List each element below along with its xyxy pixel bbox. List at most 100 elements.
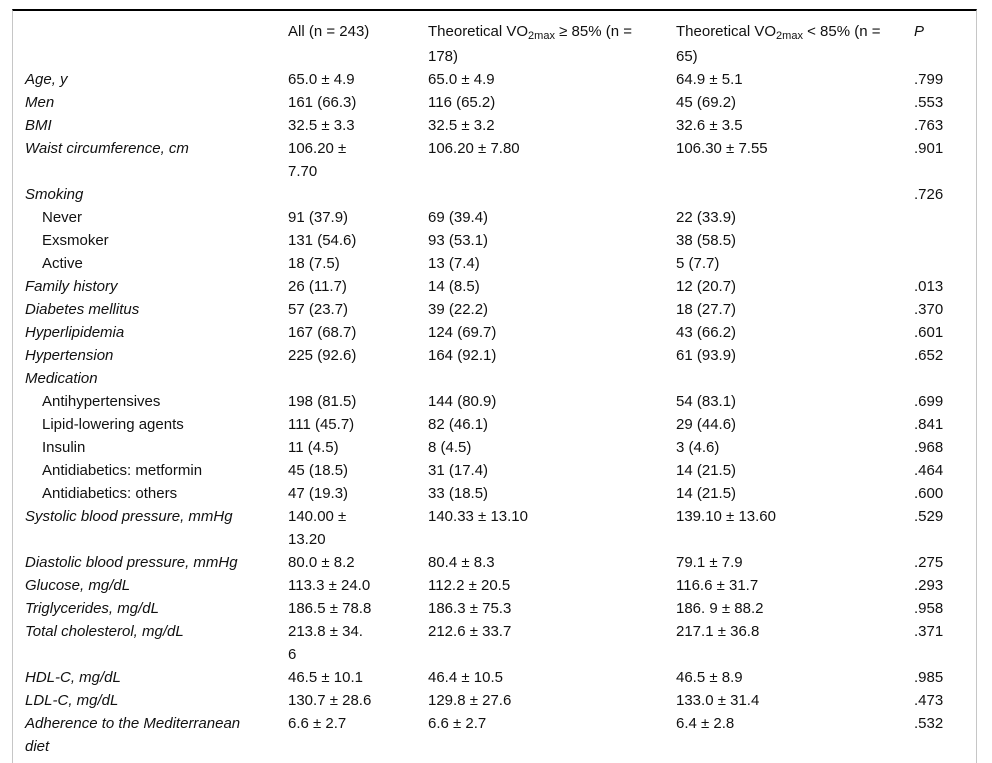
value-cell-ge85: 93 (53.1)	[428, 232, 489, 249]
table-row: Age, y 65.0 ± 4.9 65.0 ± 4.9 64.9 ± 5.1 …	[13, 68, 976, 91]
row-label-cell: Age, y	[25, 71, 68, 88]
value-cell-all	[288, 183, 428, 206]
value-cell-lt85: 46.5 ± 8.9	[676, 669, 743, 686]
value-cell-ge85: 82 (46.1)	[428, 416, 489, 433]
value-cell-all: 198 (81.5)	[288, 393, 357, 410]
clinical-characteristics-table: All (n = 243) Theoretical VO2max ≥ 85% (…	[13, 11, 976, 763]
row-label-cell: HDL-C, mg/dL	[25, 669, 121, 686]
clinical-characteristics-table-container: All (n = 243) Theoretical VO2max ≥ 85% (…	[12, 9, 977, 763]
table-row: Waist circumference, cm 106.20 ± 7.70 10…	[13, 137, 976, 183]
table-row: Active 18 (7.5) 13 (7.4) 5 (7.7)	[13, 252, 976, 275]
value-cell-ge85: 31 (17.4)	[428, 462, 489, 479]
value-cell-all: 47 (19.3)	[288, 485, 349, 502]
value-cell-ge85: 8 (4.5)	[428, 439, 472, 456]
value-cell-lt85: 106.30 ± 7.55	[676, 140, 768, 157]
value-cell-lt85: 116.6 ± 31.7	[676, 577, 759, 594]
header-lt85-line2: 65)	[676, 48, 698, 65]
header-ge85-text: Theoretical VO2max ≥ 85% (n =	[428, 23, 632, 42]
row-label-cell: Men	[25, 94, 55, 111]
row-label-cell: Glucose, mg/dL	[25, 577, 131, 594]
vo2max-subscript: 2max	[776, 30, 803, 42]
row-label-cell: Systolic blood pressure, mmHg	[25, 508, 233, 525]
row-label-cell: Lipid-lowering agents	[42, 416, 184, 433]
value-cell-all: 131 (54.6)	[288, 232, 357, 249]
value-cell-lt85: 54 (83.1)	[676, 393, 737, 410]
value-cell-all: 213.8 ± 34. 6	[288, 623, 363, 663]
value-cell-ge85: 69 (39.4)	[428, 209, 489, 226]
value-cell-ge85: 6.6 ± 2.7	[428, 715, 487, 732]
p-value-cell: .275	[914, 554, 944, 571]
value-cell-lt85: 45 (69.2)	[676, 94, 737, 111]
row-label-cell: Diastolic blood pressure, mmHg	[25, 554, 238, 571]
row-label-cell: Antidiabetics: metformin	[42, 462, 203, 479]
p-value-cell: .529	[914, 508, 944, 525]
value-cell-lt85: 18 (27.7)	[676, 301, 737, 318]
value-cell-all: 80.0 ± 8.2	[288, 554, 355, 571]
value-cell-all: 167 (68.7)	[288, 324, 357, 341]
header-lt85-text: Theoretical VO2max < 85% (n =	[676, 23, 881, 42]
table-row: Smoking .726	[13, 183, 976, 206]
value-cell-ge85: 212.6 ± 33.7	[428, 623, 512, 640]
value-cell-all: 26 (11.7)	[288, 278, 347, 295]
value-cell-ge85: 65.0 ± 4.9	[428, 71, 495, 88]
value-cell-all	[288, 367, 428, 390]
value-cell-ge85: 112.2 ± 20.5	[428, 577, 511, 594]
value-cell-all: 57 (23.7)	[288, 301, 349, 318]
value-cell-lt85: 61 (93.9)	[676, 347, 737, 364]
value-cell-lt85: 186. 9 ± 88.2	[676, 600, 764, 617]
p-value-cell: .532	[914, 715, 944, 732]
table-row: BMI 32.5 ± 3.3 32.5 ± 3.2 32.6 ± 3.5 .76…	[13, 114, 976, 137]
value-cell-lt85: 79.1 ± 7.9	[676, 554, 743, 571]
table-row: Family history 26 (11.7) 14 (8.5) 12 (20…	[13, 275, 976, 298]
row-label-cell: Adherence to the Mediterranean diet	[25, 715, 241, 755]
p-value-cell: .699	[914, 393, 944, 410]
table-row: Lipid-lowering agents 111 (45.7) 82 (46.…	[13, 413, 976, 436]
value-cell-lt85: 133.0 ± 31.4	[676, 692, 760, 709]
row-label-cell: Total cholesterol, mg/dL	[25, 623, 184, 640]
value-cell-all: 161 (66.3)	[288, 94, 357, 111]
table-row: Men 161 (66.3) 116 (65.2) 45 (69.2) .553	[13, 91, 976, 114]
table-row: LDL-C, mg/dL 130.7 ± 28.6 129.8 ± 27.6 1…	[13, 689, 976, 712]
value-cell-lt85: 14 (21.5)	[676, 485, 737, 502]
value-cell-lt85: 38 (58.5)	[676, 232, 737, 249]
table-row: Insulin 11 (4.5) 8 (4.5) 3 (4.6) .968	[13, 436, 976, 459]
value-cell-all: 11 (4.5)	[288, 439, 339, 456]
value-cell-lt85	[676, 183, 914, 206]
header-lt85-column: Theoretical VO2max < 85% (n = 65)	[676, 11, 914, 68]
value-cell-ge85: 116 (65.2)	[428, 94, 496, 111]
value-cell-lt85: 139.10 ± 13.60	[676, 508, 776, 525]
value-cell-all: 18 (7.5)	[288, 255, 340, 272]
header-label-column	[13, 11, 288, 68]
value-cell-lt85: 29 (44.6)	[676, 416, 737, 433]
row-label-cell: Diabetes mellitus	[25, 301, 140, 318]
row-label-cell: Insulin	[42, 439, 86, 456]
header-all-column: All (n = 243)	[288, 23, 370, 40]
table-row: Adherence to the Mediterranean diet 6.6 …	[13, 712, 976, 763]
p-value-cell: .968	[914, 439, 944, 456]
value-cell-ge85: 124 (69.7)	[428, 324, 497, 341]
value-cell-all: 46.5 ± 10.1	[288, 669, 363, 686]
header-ge85-line2: 178)	[428, 48, 459, 65]
row-label-cell: Waist circumference, cm	[25, 140, 189, 157]
p-value-cell: .901	[914, 140, 944, 157]
value-cell-ge85: 129.8 ± 27.6	[428, 692, 512, 709]
table-row: HDL-C, mg/dL 46.5 ± 10.1 46.4 ± 10.5 46.…	[13, 666, 976, 689]
p-value-cell: .371	[914, 623, 944, 640]
p-value-cell: .958	[914, 600, 944, 617]
value-cell-lt85: 43 (66.2)	[676, 324, 737, 341]
value-cell-lt85: 217.1 ± 36.8	[676, 623, 760, 640]
value-cell-ge85: 46.4 ± 10.5	[428, 669, 503, 686]
value-cell-lt85: 32.6 ± 3.5	[676, 117, 743, 134]
vo2max-subscript: 2max	[528, 30, 555, 42]
table-row: Antidiabetics: metformin 45 (18.5) 31 (1…	[13, 459, 976, 482]
value-cell-lt85	[676, 367, 914, 390]
row-label-cell: Never	[42, 209, 83, 226]
p-value-cell	[914, 229, 976, 252]
p-value-cell: .553	[914, 94, 944, 111]
p-value-cell	[914, 206, 976, 229]
p-value-cell: .370	[914, 301, 944, 318]
value-cell-ge85: 80.4 ± 8.3	[428, 554, 495, 571]
header-p-column: P	[914, 23, 925, 40]
table-row: Glucose, mg/dL 113.3 ± 24.0 112.2 ± 20.5…	[13, 574, 976, 597]
